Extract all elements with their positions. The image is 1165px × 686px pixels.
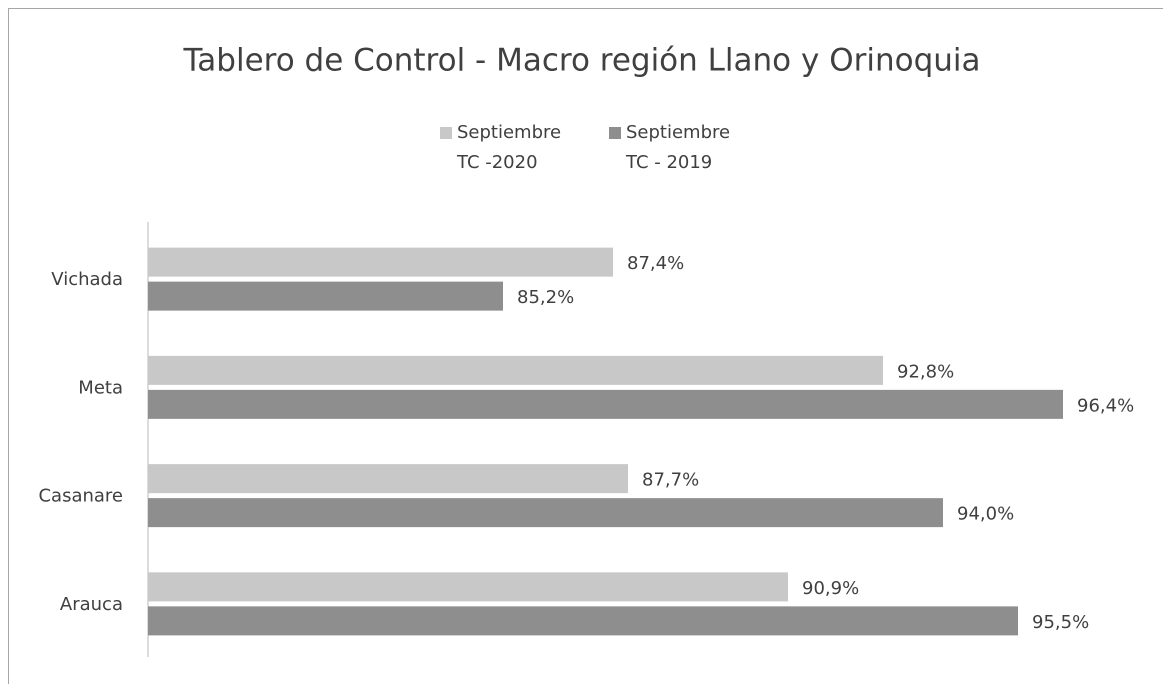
value-label: 96,4% [1077,395,1134,416]
value-label: 85,2% [517,287,574,308]
legend-label: Septiembre TC -2020 [457,122,562,173]
bar [148,281,503,311]
frame [8,8,1163,684]
legend-label: Septiembre TC - 2019 [626,122,731,173]
bar [148,572,788,602]
category-label: Casanare [38,486,123,507]
bar [148,247,613,277]
legend-item: Septiembre TC -2020 [440,118,587,178]
value-label: 87,7% [642,470,699,491]
value-label: 92,8% [897,361,954,382]
category-label: Arauca [60,594,123,615]
bar [148,355,883,385]
legend-swatch [609,127,621,139]
category-label: Vichada [51,269,123,290]
bar [148,498,943,528]
value-label: 94,0% [957,504,1014,525]
value-label: 87,4% [627,253,684,274]
bar [148,389,1063,419]
legend-swatch [440,127,452,139]
chart-title: Tablero de Control - Macro región Llano … [182,43,980,79]
bar [148,606,1018,636]
category-label: Meta [78,377,123,398]
value-label: 95,5% [1032,612,1089,633]
legend-item: Septiembre TC - 2019 [609,118,756,178]
bar [148,464,628,494]
value-label: 90,9% [802,578,859,599]
